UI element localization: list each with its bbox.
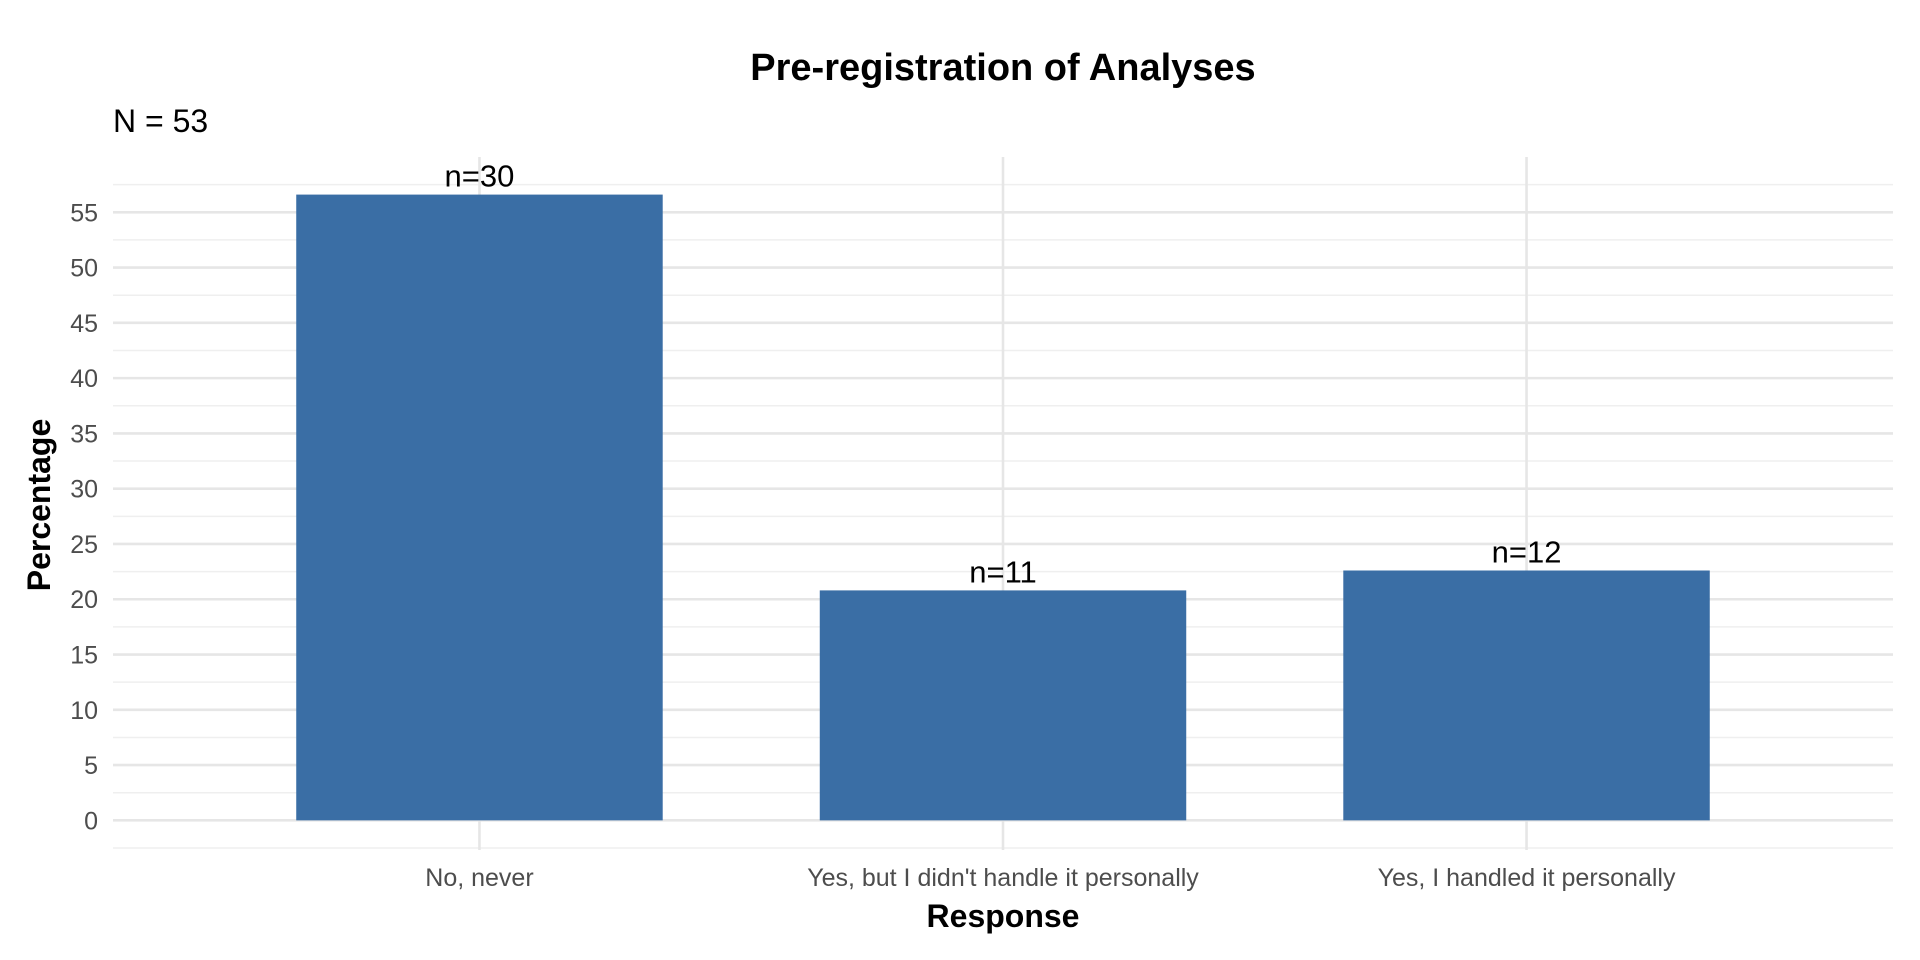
chart-title: Pre-registration of Analyses [750,47,1255,89]
y-tick-label: 35 [70,420,98,448]
y-tick-label: 20 [70,586,98,614]
y-axis-title: Percentage [21,419,57,592]
y-tick-label: 45 [70,310,98,338]
bar [1343,570,1710,821]
y-tick-label: 40 [70,365,98,393]
chart-subtitle: N = 53 [113,103,208,139]
x-tick-label: Yes, I handled it personally [1378,864,1676,892]
y-tick-label: 0 [84,807,98,835]
y-tick-label: 10 [70,697,98,725]
y-tick-label: 25 [70,531,98,559]
y-tick-label: 15 [70,642,98,670]
y-tick-label: 50 [70,255,98,283]
bar-data-label: n=12 [1492,534,1562,569]
data-labels: n=30 n=11 n=12 [445,159,1562,590]
x-tick-label: Yes, but I didn't handle it personally [807,864,1199,892]
bar-data-label: n=11 [969,554,1037,589]
x-axis-ticks: No, never Yes, but I didn't handle it per… [425,848,1676,892]
bar [819,590,1187,821]
y-axis-ticks: 0 5 10 15 20 25 30 35 40 45 50 55 [70,199,98,835]
y-tick-label: 30 [70,476,98,504]
y-tick-label: 55 [70,199,98,227]
bars [296,194,1710,821]
bar-data-label: n=30 [445,159,515,194]
bar [296,194,663,821]
x-tick-label: No, never [425,864,533,892]
x-axis-title: Response [927,898,1080,934]
y-tick-label: 5 [84,752,98,780]
